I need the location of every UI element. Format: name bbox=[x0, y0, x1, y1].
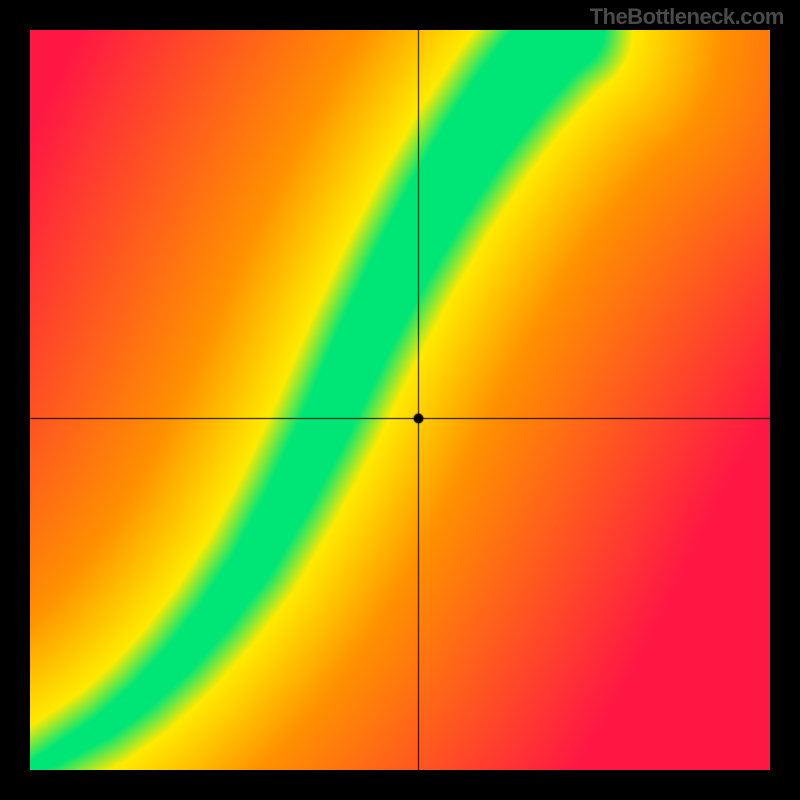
watermark-text: TheBottleneck.com bbox=[590, 4, 784, 30]
heatmap-canvas bbox=[30, 30, 770, 770]
heatmap-chart bbox=[30, 30, 770, 770]
